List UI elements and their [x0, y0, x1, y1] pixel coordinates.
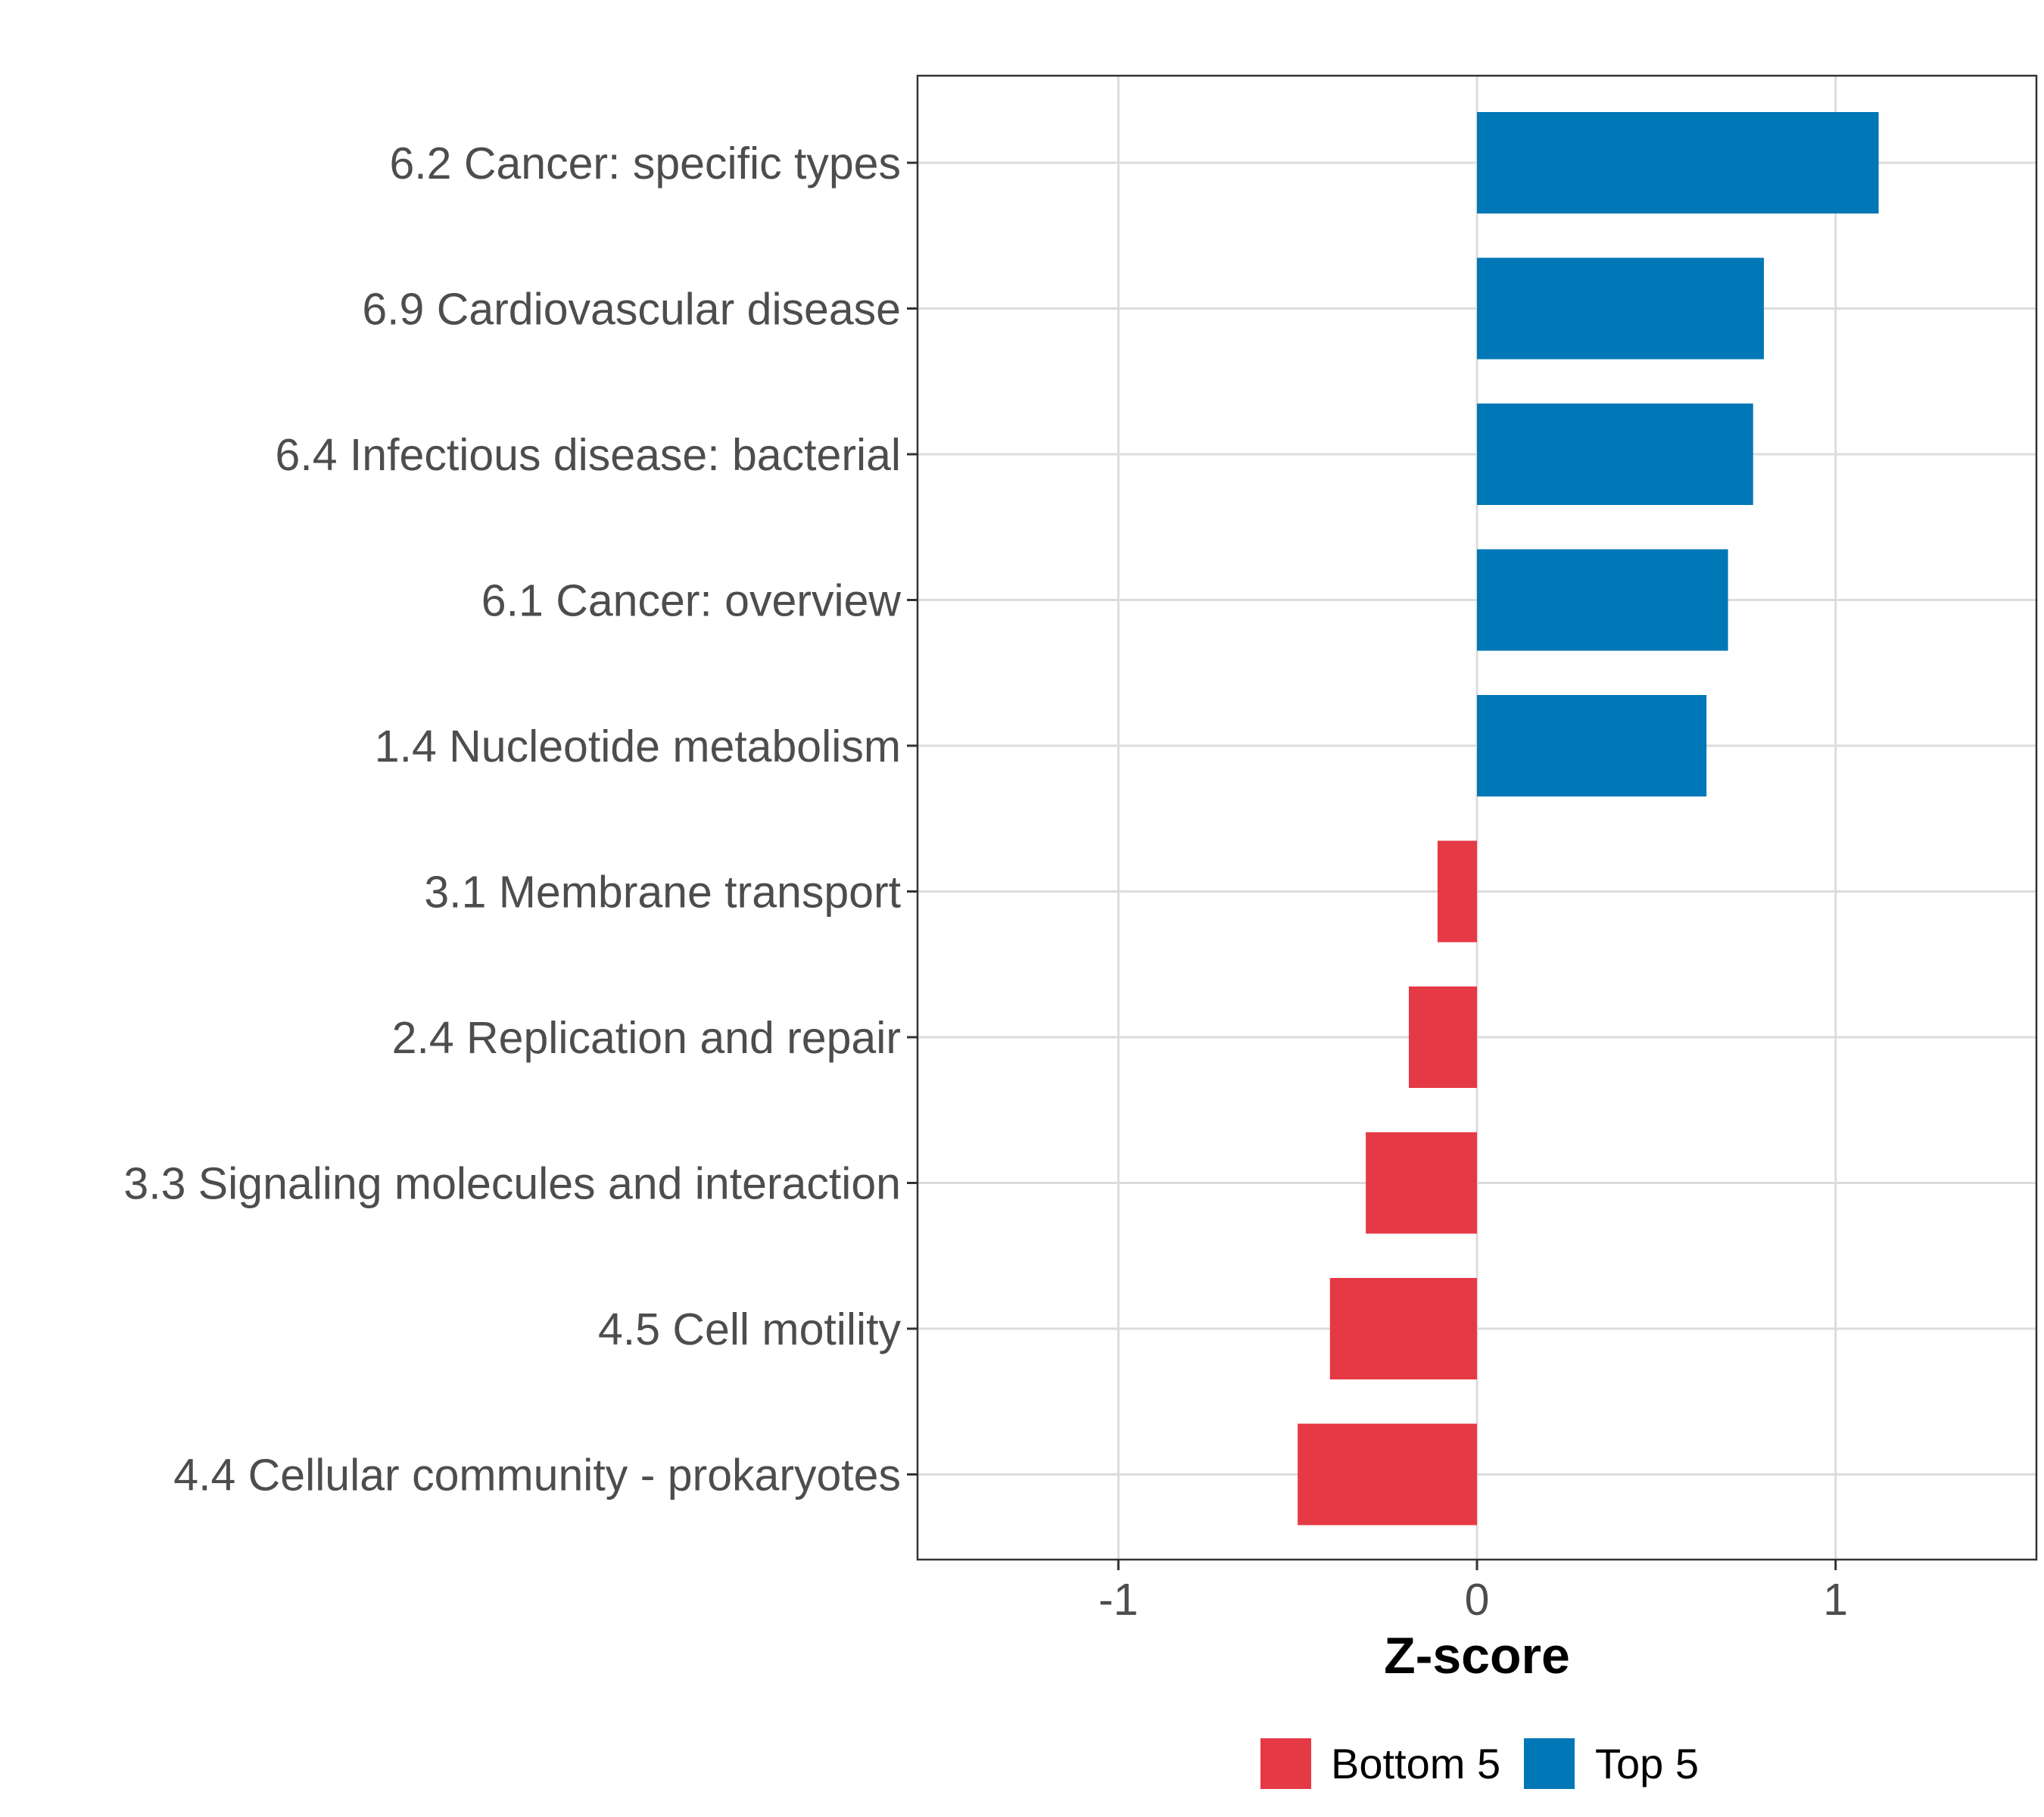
legend-label: Top 5 [1595, 1740, 1699, 1787]
legend-key [1524, 1738, 1575, 1789]
bar [1437, 840, 1477, 943]
category-label: 3.1 Membrane transport [424, 868, 901, 918]
bar [1477, 404, 1753, 505]
bar [1477, 112, 1879, 213]
category-label: 4.5 Cell motility [598, 1304, 902, 1354]
x-tick-labels: -1 0 1 [1098, 1575, 1848, 1625]
bar [1408, 986, 1477, 1088]
bars [1298, 112, 1879, 1526]
bar [1329, 1278, 1477, 1379]
category-label: 6.9 Cardiovascular disease [362, 285, 901, 335]
legend-key [1260, 1738, 1311, 1789]
bar [1298, 1423, 1477, 1526]
bar [1366, 1132, 1477, 1234]
legend: Bottom 5 Top 5 [1260, 1738, 1699, 1789]
legend-label: Bottom 5 [1331, 1740, 1500, 1787]
bar [1477, 695, 1707, 796]
category-labels: 6.2 Cancer: specific types 6.9 Cardiovasc… [123, 139, 901, 1501]
bar [1477, 549, 1728, 651]
category-label: 4.4 Cellular community - prokaryotes [173, 1451, 901, 1501]
category-label: 6.2 Cancer: specific types [389, 139, 901, 189]
category-label: 1.4 Nucleotide metabolism [375, 722, 901, 771]
category-label: 3.3 Signaling molecules and interaction [123, 1159, 901, 1209]
x-tick-label: 0 [1465, 1575, 1490, 1625]
category-label: 6.4 Infectious disease: bacterial [276, 430, 902, 480]
category-label: 6.1 Cancer: overview [481, 576, 902, 626]
category-label: 2.4 Replication and repair [392, 1013, 901, 1063]
x-tick-label: 1 [1823, 1575, 1848, 1625]
axis-ticks [907, 161, 1837, 1570]
x-tick-label: -1 [1098, 1575, 1138, 1625]
bar [1477, 257, 1764, 360]
x-axis-title: Z-score [1384, 1627, 1570, 1685]
